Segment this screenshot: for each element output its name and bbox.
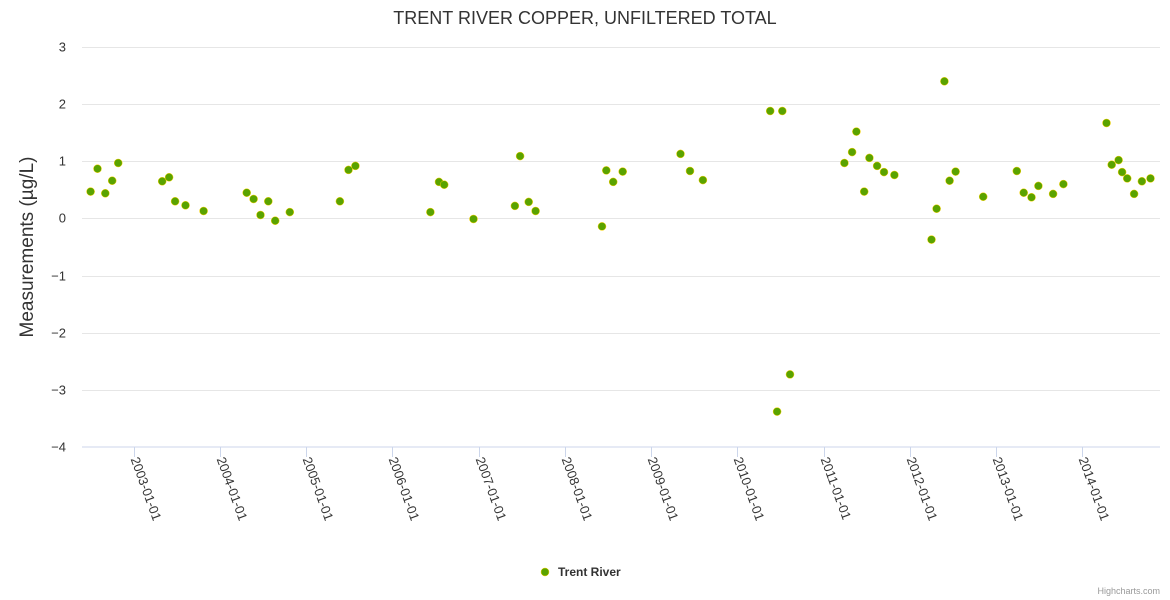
data-point[interactable] <box>932 204 941 213</box>
x-tick-label: 2003-01-01 <box>128 455 165 523</box>
data-point[interactable] <box>685 166 695 176</box>
x-tick-label: 2014-01-01 <box>1076 455 1113 523</box>
data-point[interactable] <box>940 77 949 86</box>
y-tick-label: −4 <box>51 440 66 455</box>
data-point[interactable] <box>439 180 449 189</box>
data-point[interactable] <box>951 167 960 176</box>
data-point[interactable] <box>510 201 520 211</box>
data-point[interactable] <box>778 106 787 116</box>
data-point[interactable] <box>1012 166 1022 176</box>
data-point[interactable] <box>1129 189 1139 199</box>
x-tick-label: 2012-01-01 <box>904 455 941 523</box>
data-point[interactable] <box>676 149 685 159</box>
data-point[interactable] <box>865 153 874 163</box>
data-point[interactable] <box>927 235 936 244</box>
y-tick-label: 2 <box>59 97 66 112</box>
data-point[interactable] <box>86 187 95 196</box>
data-point[interactable] <box>1137 177 1147 186</box>
y-axis-ticks: 3 2 1 0 −1 −2 −3 −4 <box>51 40 66 455</box>
data-point[interactable] <box>1034 181 1043 191</box>
data-point[interactable] <box>249 194 258 204</box>
data-point[interactable] <box>978 192 988 201</box>
y-tick-label: −3 <box>51 383 66 398</box>
y-axis-title: Measurements (µg/L) <box>17 157 38 338</box>
data-point[interactable] <box>698 175 708 185</box>
data-point[interactable] <box>270 216 280 225</box>
data-point[interactable] <box>1146 174 1155 183</box>
data-point[interactable] <box>264 197 273 206</box>
x-tick-label: 2010-01-01 <box>731 455 768 523</box>
data-point[interactable] <box>597 222 607 231</box>
data-point[interactable] <box>618 167 627 176</box>
data-point[interactable] <box>1117 167 1127 177</box>
data-point[interactable] <box>1019 188 1028 197</box>
credits-link[interactable]: Highcharts.com <box>1097 586 1160 596</box>
data-point[interactable] <box>351 161 360 171</box>
y-tick-label: −2 <box>51 326 66 341</box>
data-point[interactable] <box>945 176 954 185</box>
data-point[interactable] <box>515 151 525 161</box>
data-point[interactable] <box>785 370 795 379</box>
data-point[interactable] <box>859 187 869 196</box>
x-tick-label: 2013-01-01 <box>990 455 1027 523</box>
data-point[interactable] <box>1059 179 1068 189</box>
data-point[interactable] <box>199 206 208 216</box>
grid <box>82 47 1160 391</box>
data-point[interactable] <box>1102 118 1111 128</box>
data-point[interactable] <box>164 173 174 182</box>
data-point[interactable] <box>1027 193 1036 202</box>
x-tick-label: 2008-01-01 <box>559 455 596 523</box>
data-point[interactable] <box>852 127 861 136</box>
data-point[interactable] <box>335 197 345 206</box>
data-point[interactable] <box>890 170 899 180</box>
data-point[interactable] <box>1122 174 1132 183</box>
chart-title: TRENT RIVER COPPER, UNFILTERED TOTAL <box>393 8 776 28</box>
x-axis-ticks: 2003-01-01 2004-01-01 2005-01-01 2006-01-01… <box>128 447 1113 523</box>
data-point[interactable] <box>113 158 123 168</box>
data-point[interactable] <box>242 188 251 197</box>
data-point[interactable] <box>531 206 540 216</box>
data-point[interactable] <box>608 177 618 187</box>
data-point[interactable] <box>524 197 533 207</box>
legend-label[interactable]: Trent River <box>558 565 621 579</box>
data-point[interactable] <box>426 207 435 217</box>
data-point[interactable] <box>1048 189 1058 199</box>
data-point[interactable] <box>1107 160 1116 169</box>
data-point[interactable] <box>93 164 102 173</box>
series-trent-river <box>86 77 1155 416</box>
y-tick-label: 1 <box>59 154 66 169</box>
x-tick-label: 2005-01-01 <box>300 455 337 523</box>
data-point[interactable] <box>101 189 110 198</box>
data-point[interactable] <box>170 197 180 206</box>
y-tick-label: 0 <box>59 211 66 226</box>
data-point[interactable] <box>765 106 775 116</box>
x-tick-label: 2009-01-01 <box>645 455 682 523</box>
data-point[interactable] <box>872 161 882 171</box>
data-point[interactable] <box>772 407 782 416</box>
x-tick-label: 2007-01-01 <box>473 455 510 523</box>
legend-symbol[interactable] <box>540 567 550 577</box>
data-point[interactable] <box>879 167 889 177</box>
data-point[interactable] <box>107 176 117 185</box>
data-point[interactable] <box>157 177 167 186</box>
data-point[interactable] <box>344 165 353 175</box>
data-point[interactable] <box>602 166 611 175</box>
y-tick-label: −1 <box>51 269 66 284</box>
y-tick-label: 3 <box>59 40 66 55</box>
legend[interactable]: Trent River <box>540 565 621 579</box>
data-point[interactable] <box>285 207 295 217</box>
data-point[interactable] <box>181 201 190 210</box>
data-point[interactable] <box>1114 155 1123 165</box>
data-point[interactable] <box>840 158 849 168</box>
x-tick-label: 2011-01-01 <box>818 455 855 522</box>
data-point[interactable] <box>847 147 857 157</box>
x-tick-label: 2006-01-01 <box>386 455 423 523</box>
data-point[interactable] <box>256 210 265 220</box>
x-tick-label: 2004-01-01 <box>214 455 251 523</box>
data-point[interactable] <box>469 214 478 224</box>
